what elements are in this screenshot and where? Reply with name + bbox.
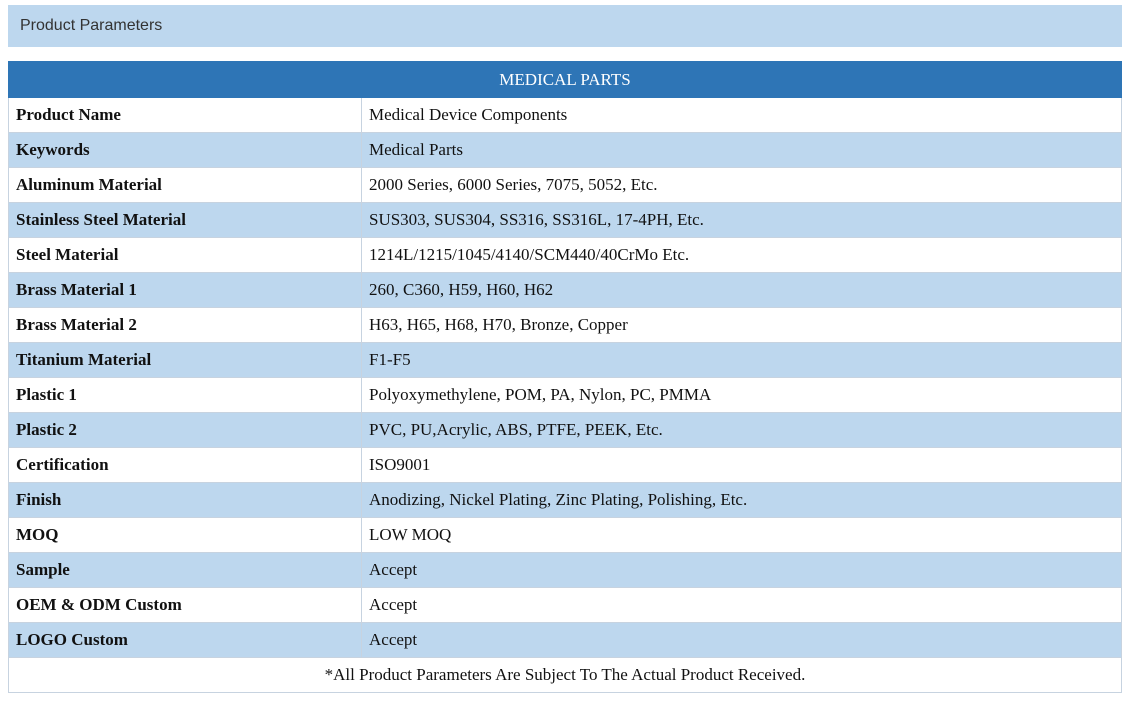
table-row: MOQ LOW MOQ [8, 517, 1122, 553]
parameter-value: Medical Device Components [361, 97, 1122, 133]
parameter-label: Certification [8, 447, 362, 483]
parameter-label: Aluminum Material [8, 167, 362, 203]
parameter-label: Plastic 1 [8, 377, 362, 413]
table-row: Product Name Medical Device Components [8, 97, 1122, 133]
parameter-label: Finish [8, 482, 362, 518]
parameter-label: Brass Material 2 [8, 307, 362, 343]
parameter-label: Brass Material 1 [8, 272, 362, 308]
table-body: Product Name Medical Device Components K… [8, 97, 1122, 693]
table-row: Steel Material 1214L/1215/1045/4140/SCM4… [8, 237, 1122, 273]
table-row: Plastic 2 PVC, PU,Acrylic, ABS, PTFE, PE… [8, 412, 1122, 448]
table-row: Aluminum Material 2000 Series, 6000 Seri… [8, 167, 1122, 203]
table-row: OEM & ODM Custom Accept [8, 587, 1122, 623]
parameter-value: Accept [361, 587, 1122, 623]
parameter-label: Stainless Steel Material [8, 202, 362, 238]
parameter-label: MOQ [8, 517, 362, 553]
parameter-value: Medical Parts [361, 132, 1122, 168]
table-row: Stainless Steel Material SUS303, SUS304,… [8, 202, 1122, 238]
table-row: Certification ISO9001 [8, 447, 1122, 483]
parameter-label: Keywords [8, 132, 362, 168]
table-row: Sample Accept [8, 552, 1122, 588]
table-row: Brass Material 2 H63, H65, H68, H70, Bro… [8, 307, 1122, 343]
parameter-value: Anodizing, Nickel Plating, Zinc Plating,… [361, 482, 1122, 518]
parameter-value: H63, H65, H68, H70, Bronze, Copper [361, 307, 1122, 343]
table-title-row: MEDICAL PARTS [8, 61, 1122, 98]
parameter-value: 260, C360, H59, H60, H62 [361, 272, 1122, 308]
table-note-row: *All Product Parameters Are Subject To T… [8, 657, 1122, 693]
parameter-value: 2000 Series, 6000 Series, 7075, 5052, Et… [361, 167, 1122, 203]
table-row: Finish Anodizing, Nickel Plating, Zinc P… [8, 482, 1122, 518]
table-row: LOGO Custom Accept [8, 622, 1122, 658]
parameter-value: Polyoxymethylene, POM, PA, Nylon, PC, PM… [361, 377, 1122, 413]
table-heading: MEDICAL PARTS [8, 61, 1122, 98]
parameter-label: OEM & ODM Custom [8, 587, 362, 623]
parameter-label: Product Name [8, 97, 362, 133]
parameter-label: Sample [8, 552, 362, 588]
parameter-label: Plastic 2 [8, 412, 362, 448]
section-title: Product Parameters [20, 17, 163, 34]
table-row: Keywords Medical Parts [8, 132, 1122, 168]
parameter-value: Accept [361, 622, 1122, 658]
parameter-value: Accept [361, 552, 1122, 588]
parameter-value: 1214L/1215/1045/4140/SCM440/40CrMo Etc. [361, 237, 1122, 273]
parameter-value: LOW MOQ [361, 517, 1122, 553]
parameter-label: Titanium Material [8, 342, 362, 378]
product-parameters-table: MEDICAL PARTS Product Name Medical Devic… [8, 61, 1122, 693]
parameter-value: ISO9001 [361, 447, 1122, 483]
table-row: Plastic 1 Polyoxymethylene, POM, PA, Nyl… [8, 377, 1122, 413]
parameter-value: F1-F5 [361, 342, 1122, 378]
parameter-label: Steel Material [8, 237, 362, 273]
parameter-value: SUS303, SUS304, SS316, SS316L, 17-4PH, E… [361, 202, 1122, 238]
parameter-value: PVC, PU,Acrylic, ABS, PTFE, PEEK, Etc. [361, 412, 1122, 448]
section-header: Product Parameters [8, 5, 1122, 47]
parameter-label: LOGO Custom [8, 622, 362, 658]
disclaimer-note: *All Product Parameters Are Subject To T… [8, 657, 1122, 693]
table-row: Titanium Material F1-F5 [8, 342, 1122, 378]
table-row: Brass Material 1 260, C360, H59, H60, H6… [8, 272, 1122, 308]
